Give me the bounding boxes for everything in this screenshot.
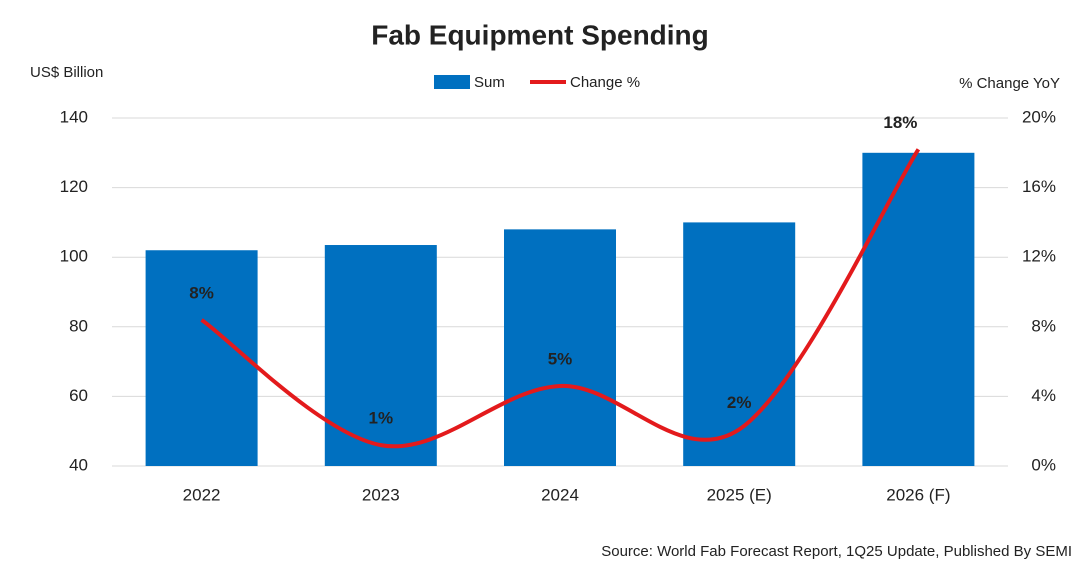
y-tick-label: 120 [60, 177, 88, 196]
bar [862, 152, 975, 467]
chart-title: Fab Equipment Spending [371, 19, 709, 50]
y-tick-label: 80 [69, 316, 88, 335]
legend-label: Change % [570, 74, 640, 91]
data-label: 18% [883, 113, 917, 132]
y2-tick-label: 4% [1031, 386, 1056, 405]
y2-tick-label: 8% [1031, 316, 1056, 335]
y-axis-label: US$ Billion [30, 64, 103, 81]
x-tick-label: 2024 [541, 485, 579, 504]
x-tick-label: 2022 [183, 485, 221, 504]
y2-axis-label: % Change YoY [959, 75, 1060, 92]
data-label: 5% [548, 349, 573, 368]
data-label: 1% [369, 409, 394, 428]
y2-tick-label: 20% [1022, 107, 1056, 126]
x-tick-label: 2026 (F) [886, 485, 950, 504]
bar [145, 250, 258, 466]
bar [504, 229, 616, 466]
y2-tick-label: 12% [1022, 247, 1056, 266]
x-tick-label: 2025 (E) [707, 485, 772, 504]
legend-label: Sum [474, 74, 505, 91]
source-note: Source: World Fab Forecast Report, 1Q25 … [601, 543, 1072, 560]
bar [324, 245, 437, 466]
y-tick-label: 40 [69, 455, 88, 474]
y-tick-label: 60 [69, 386, 88, 405]
data-label: 2% [727, 393, 752, 412]
y2-tick-label: 16% [1022, 177, 1056, 196]
y2-tick-label: 0% [1031, 455, 1056, 474]
bar [683, 222, 796, 466]
legend-swatch [434, 75, 470, 89]
y-tick-label: 140 [60, 107, 88, 126]
data-label: 8% [189, 283, 214, 302]
x-tick-label: 2023 [362, 485, 400, 504]
y-tick-label: 100 [60, 247, 88, 266]
line [200, 148, 921, 449]
